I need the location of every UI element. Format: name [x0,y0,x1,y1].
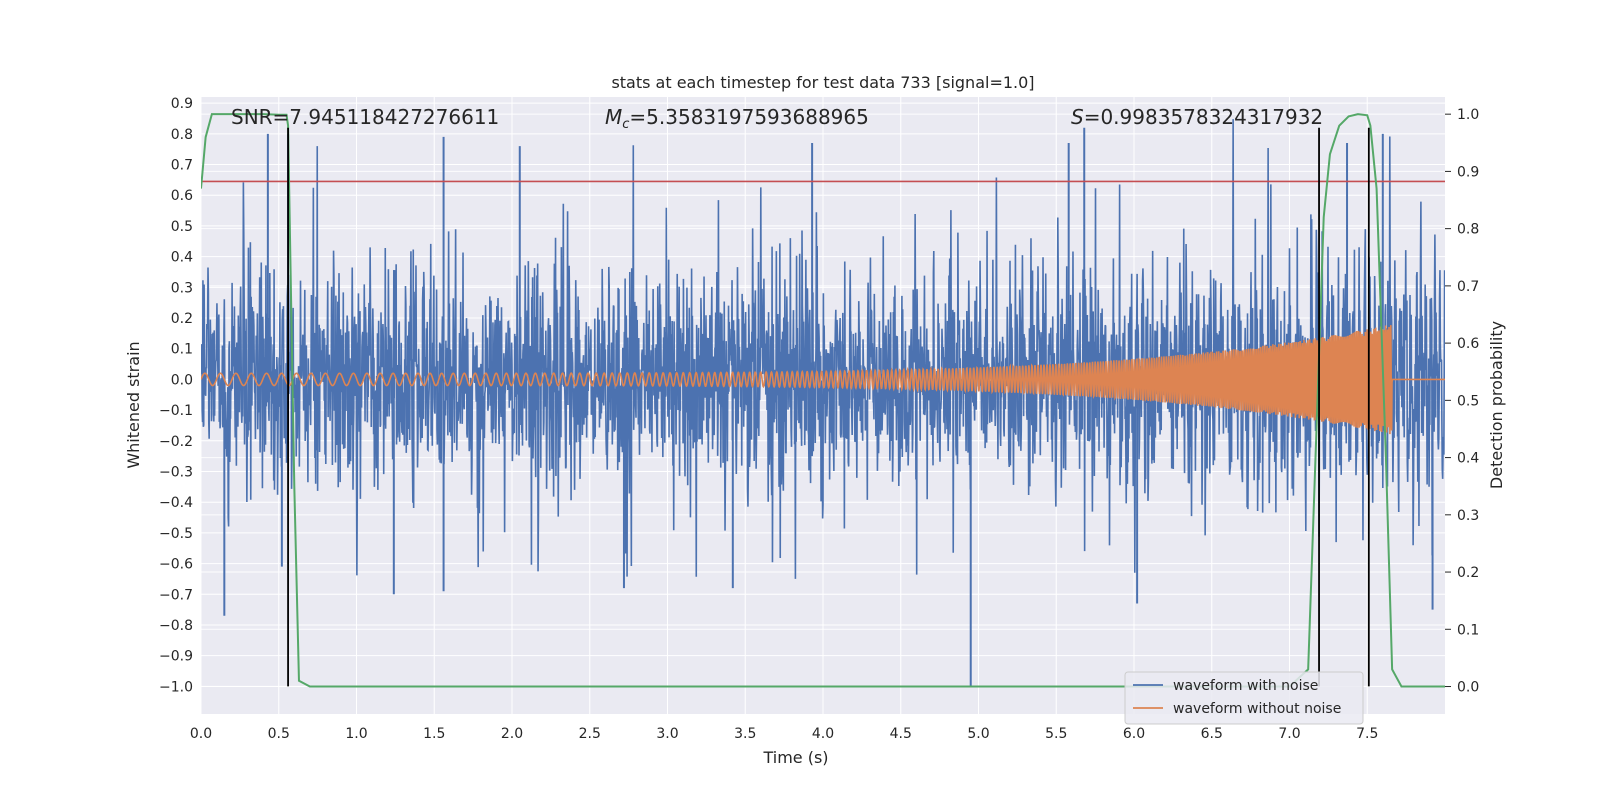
probability-trace [201,113,1445,688]
chart-title: stats at each timestep for test data 733… [611,73,1034,92]
y2-tick-label: 0.6 [1457,336,1479,352]
y-tick-label: 0.7 [171,158,193,174]
x-tick-label: 1.0 [345,726,367,742]
y2-axis-label: Detection probability [1487,321,1506,489]
x-tick-label: 7.5 [1356,726,1378,742]
x-tick-label: 4.5 [890,726,912,742]
legend-box [1124,671,1364,725]
y-tick-label: 0.2 [171,311,193,327]
y2-tick-label: 0.5 [1457,393,1479,409]
chirp-mass-subscript: c [622,117,629,132]
x-tick-label: 7.0 [1278,726,1300,742]
y2-tick-label: 0.4 [1457,451,1479,467]
detection-marker-lines [287,127,1370,687]
x-tick-label: 0.5 [268,726,290,742]
y-tick-label: 0.1 [171,342,193,358]
y-tick-label: 0.0 [171,372,193,388]
x-tick-label: 1.5 [423,726,445,742]
series-detection-probability [201,113,1445,688]
y-tick-label: −0.9 [159,649,193,665]
x-tick-label: 0.0 [190,726,212,742]
x-tick-label: 6.5 [1201,726,1223,742]
legend-entry-noise: waveform with noise [1173,678,1318,694]
y-tick-label: −0.3 [159,464,193,480]
s-value: =0.9983578324317932 [1084,105,1323,129]
y2-axis-ticks: 1.0 0.9 0.8 0.7 0.6 0.5 0.4 0.3 0.2 0.1 0.0 [1445,107,1479,696]
x-tick-label: 5.0 [967,726,989,742]
y-tick-label: −0.8 [159,618,193,634]
chirp-mass-value: =5.3583197593688965 [629,105,868,129]
y-tick-label: −0.2 [159,434,193,450]
s-symbol: S [1071,105,1084,129]
y2-tick-label: 0.8 [1457,222,1479,238]
y-tick-label: −1.0 [159,679,193,695]
x-tick-label: 4.0 [812,726,834,742]
y2-tick-label: 0.2 [1457,565,1479,581]
y-tick-label: 0.3 [171,280,193,296]
x-tick-label: 2.0 [501,726,523,742]
x-tick-label: 3.5 [734,726,756,742]
x-tick-label: 3.0 [656,726,678,742]
x-tick-label: 5.5 [1045,726,1067,742]
y-tick-label: −0.7 [159,587,193,603]
y-tick-label: 0.4 [171,250,193,266]
y2-tick-label: 0.3 [1457,508,1479,524]
y-tick-label: −0.1 [159,403,193,419]
x-tick-label: 6.0 [1123,726,1145,742]
chirp-mass-symbol: M [605,105,622,129]
y-tick-label: −0.5 [159,526,193,542]
s-annotation: S=0.9983578324317932 [1071,105,1323,129]
y2-tick-label: 0.0 [1457,680,1479,696]
y-tick-label: −0.4 [159,495,193,511]
x-axis-label: Time (s) [762,748,828,767]
y2-tick-label: 0.1 [1457,622,1479,638]
chirp-mass-annotation: Mc=5.3583197593688965 [605,105,869,132]
y-tick-label: −0.6 [159,557,193,573]
y-tick-label: 0.8 [171,127,193,143]
series-waveform-with-noise [201,119,1445,687]
y2-tick-label: 0.9 [1457,164,1479,180]
y-tick-label: 0.9 [171,96,193,112]
legend-entry-clean: waveform without noise [1173,701,1341,717]
x-axis-ticks: 0.0 0.5 1.0 1.5 2.0 2.5 3.0 3.5 4.0 4.5 5.0 5.5 6.0 6… [190,726,1379,742]
snr-annotation: SNR=7.945118427276611 [231,105,499,129]
y-tick-label: 0.6 [171,188,193,204]
y-axis-ticks: 0.9 0.8 0.7 0.6 0.5 0.4 0.3 0.2 0.1 0.0 −0.1 −0.2 −0… [159,96,193,695]
y2-tick-label: 0.7 [1457,279,1479,295]
y-axis-label: Whitened strain [124,341,143,468]
legend: waveform with noise waveform without noi… [1124,671,1364,725]
x-tick-label: 2.5 [579,726,601,742]
series-waveform-without-noise [201,325,1445,435]
clean-trace [201,325,1445,435]
y-tick-label: 0.5 [171,219,193,235]
y2-tick-label: 1.0 [1457,107,1479,123]
